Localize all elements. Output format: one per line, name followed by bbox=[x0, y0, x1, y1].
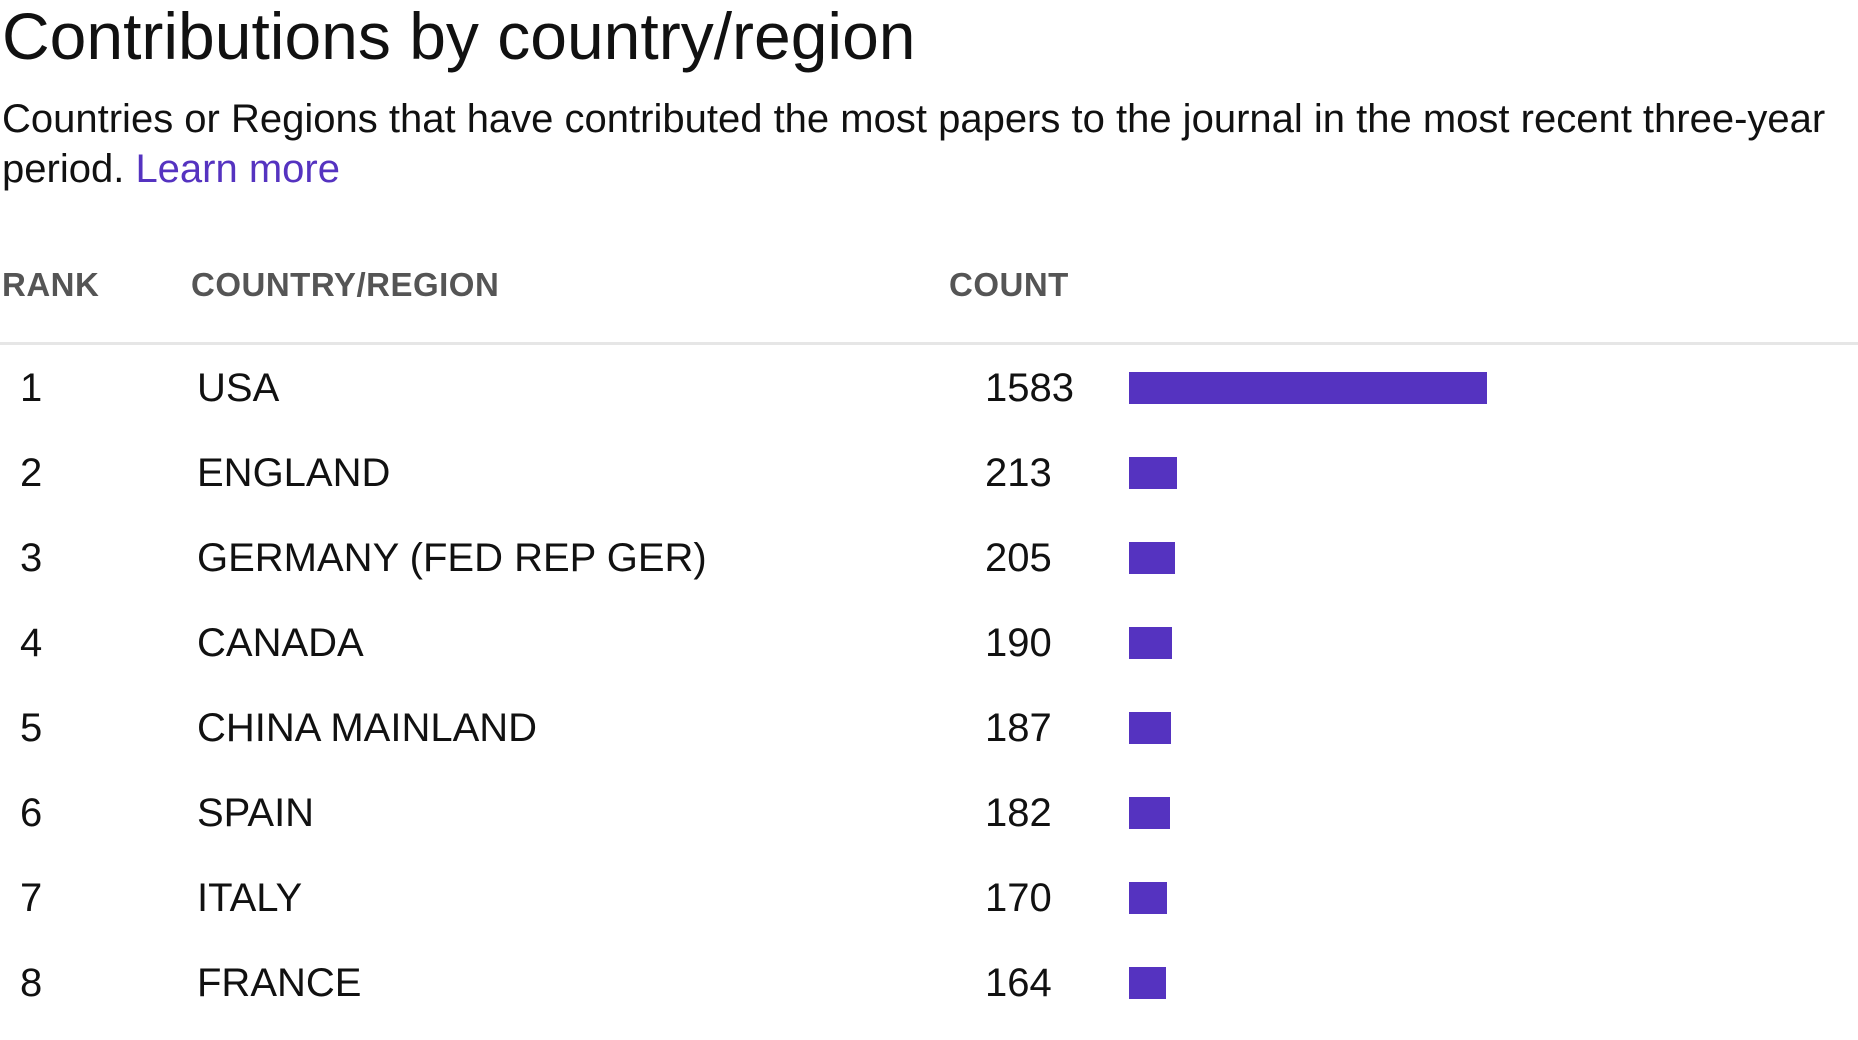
rank-cell: 5 bbox=[20, 706, 43, 750]
count-cell: 1583 bbox=[985, 366, 1074, 410]
count-bar bbox=[1129, 882, 1168, 914]
count-cell: 187 bbox=[985, 706, 1052, 750]
table-row: 2 ENGLAND 213 bbox=[0, 445, 1858, 530]
table-row: 4 CANADA 190 bbox=[0, 615, 1858, 700]
column-header-country[interactable]: COUNTRY/REGION bbox=[191, 266, 500, 303]
rank-cell: 1 bbox=[20, 366, 43, 410]
column-header-rank[interactable]: RANK bbox=[2, 266, 100, 303]
country-cell: FRANCE bbox=[197, 961, 362, 1005]
country-cell: SPAIN bbox=[197, 791, 315, 835]
contributions-panel: Contributions by country/region Countrie… bbox=[0, 0, 1858, 1005]
count-bar-track bbox=[1129, 542, 1629, 574]
country-cell: GERMANY (FED REP GER) bbox=[197, 536, 707, 580]
count-cell: 213 bbox=[985, 451, 1052, 495]
count-bar-track bbox=[1129, 372, 1629, 404]
rank-cell: 4 bbox=[20, 621, 43, 665]
count-bar-track bbox=[1129, 967, 1629, 999]
rank-cell: 8 bbox=[20, 961, 43, 1005]
table-row: 3 GERMANY (FED REP GER) 205 bbox=[0, 530, 1858, 615]
count-bar-track bbox=[1129, 457, 1629, 489]
count-bar bbox=[1129, 797, 1171, 829]
count-bar bbox=[1129, 457, 1178, 489]
column-header-count[interactable]: COUNT bbox=[949, 266, 1069, 303]
count-cell: 205 bbox=[985, 536, 1052, 580]
count-bar-track bbox=[1129, 627, 1629, 659]
count-bar bbox=[1129, 967, 1167, 999]
count-bar bbox=[1129, 372, 1487, 404]
count-bar bbox=[1129, 542, 1176, 574]
page-title: Contributions by country/region bbox=[2, 0, 916, 73]
rank-cell: 7 bbox=[20, 876, 43, 920]
count-cell: 190 bbox=[985, 621, 1052, 665]
count-bar-track bbox=[1129, 797, 1629, 829]
count-bar bbox=[1129, 627, 1172, 659]
country-cell: CHINA MAINLAND bbox=[197, 706, 538, 750]
count-bar-track bbox=[1129, 882, 1629, 914]
table-row: 5 CHINA MAINLAND 187 bbox=[0, 700, 1858, 785]
count-cell: 182 bbox=[985, 791, 1052, 835]
table-row: 6 SPAIN 182 bbox=[0, 785, 1858, 870]
country-cell: ITALY bbox=[197, 876, 303, 920]
table-body: 1 USA 1583 2 ENGLAND 213 3 GERMANY (FED … bbox=[0, 360, 1858, 1040]
country-cell: ENGLAND bbox=[197, 451, 391, 495]
count-bar bbox=[1129, 712, 1172, 744]
table-row: 7 ITALY 170 bbox=[0, 870, 1858, 955]
count-cell: 164 bbox=[985, 961, 1052, 1005]
table-row: 8 FRANCE 164 bbox=[0, 955, 1858, 1040]
country-cell: CANADA bbox=[197, 621, 364, 665]
country-cell: USA bbox=[197, 366, 280, 410]
count-bar-track bbox=[1129, 712, 1629, 744]
rank-cell: 2 bbox=[20, 451, 43, 495]
table-row: 1 USA 1583 bbox=[0, 360, 1858, 445]
page-subtitle: Countries or Regions that have contribut… bbox=[2, 94, 1852, 194]
rank-cell: 6 bbox=[20, 791, 43, 835]
table-header: RANK COUNTRY/REGION COUNT bbox=[0, 262, 1858, 308]
learn-more-link[interactable]: Learn more bbox=[135, 147, 340, 191]
rank-cell: 3 bbox=[20, 536, 43, 580]
header-divider bbox=[0, 342, 1858, 345]
subtitle-text: Countries or Regions that have contribut… bbox=[2, 97, 1826, 191]
count-cell: 170 bbox=[985, 876, 1052, 920]
